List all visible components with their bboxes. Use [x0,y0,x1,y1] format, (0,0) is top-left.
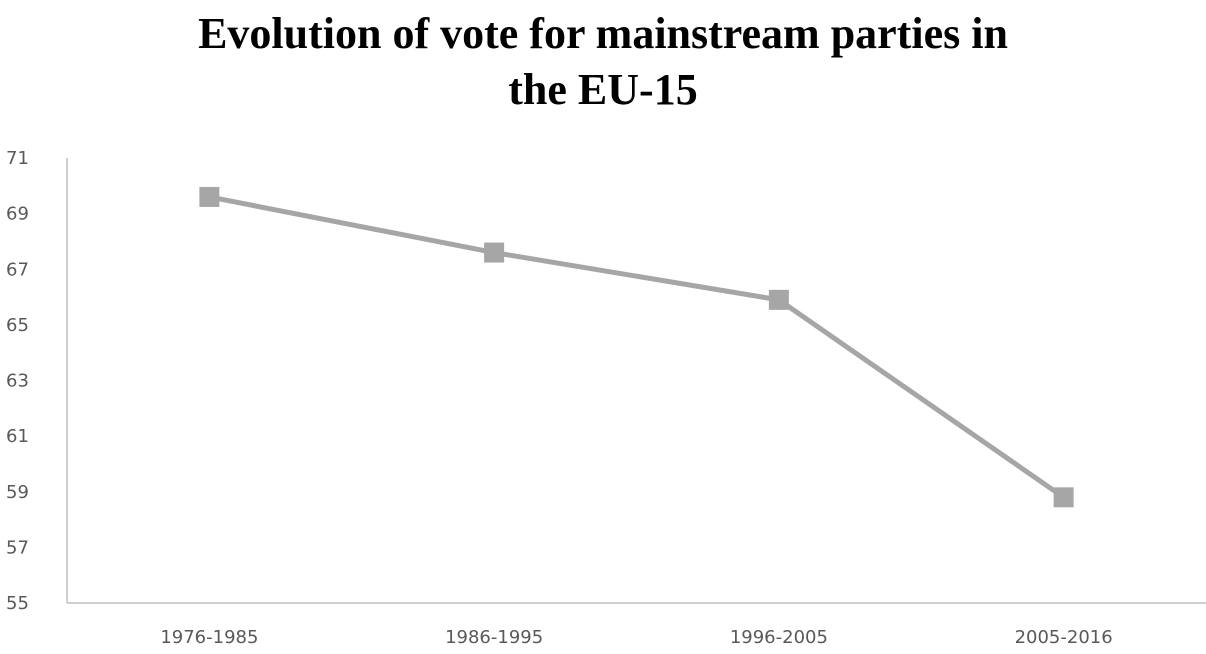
y-tick-label: 71 [6,148,29,169]
x-tick-label: 1976-1985 [160,627,258,648]
y-tick-label: 69 [6,204,29,225]
chart-title-line-1: Evolution of vote for mainstream parties… [198,9,1008,58]
data-point-marker [484,242,505,263]
y-tick-label: 61 [6,426,29,447]
x-tick-label: 2005-2016 [1015,627,1113,648]
x-tick-label: 1996-2005 [730,627,828,648]
chart-title-line-2: the EU-15 [508,65,698,114]
x-tick-label: 1986-1995 [445,627,543,648]
x-axis-tick-labels: 1976-1985 1986-1995 1996-2005 2005-2016 [160,627,1112,648]
y-tick-label: 59 [6,482,29,503]
y-tick-label: 67 [6,259,29,280]
chart-title: Evolution of vote for mainstream parties… [0,6,1206,118]
y-tick-label: 55 [6,593,29,614]
series-group [199,186,1074,508]
data-point-marker [768,289,789,310]
y-tick-label: 63 [6,371,29,392]
data-point-marker [199,186,220,207]
series-line [208,194,1066,500]
y-axis-tick-labels: 55 57 59 61 63 65 67 69 71 [6,148,29,614]
y-tick-label: 57 [6,537,29,558]
data-point-marker [1053,487,1074,508]
y-tick-label: 65 [6,315,29,336]
